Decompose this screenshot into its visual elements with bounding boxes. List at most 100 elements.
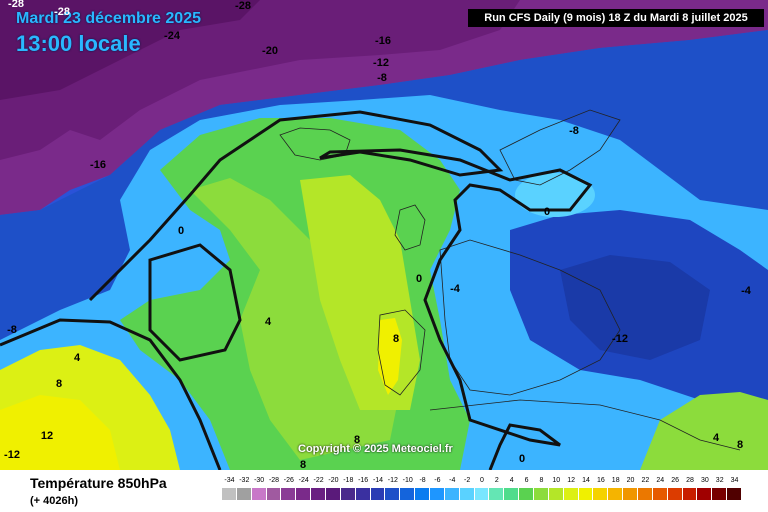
isotherm-label: -16 [375,35,391,47]
temperature-850hpa-map [0,0,768,470]
british-isles-coast [394,204,426,251]
legend-label: 12 [567,477,576,484]
legend-label: -14 [372,477,384,484]
isotherm-label: 8 [55,378,63,390]
isotherm-0-main [88,110,593,470]
zero-isotherm [0,110,593,470]
legend-label: 24 [656,477,665,484]
legend-label: -2 [464,477,471,484]
footer-bar: Température 850hPa (+ 4026h) -34 -32 -30 -2… [0,470,768,512]
legend-label: -4 [449,477,456,484]
isotherm-label: -8 [7,324,17,336]
legend-label: -30 [254,477,265,484]
legend-swatch [697,488,713,500]
legend-swatch [296,488,312,500]
legend-label: 18 [611,477,620,484]
legend-label: 26 [671,477,680,484]
legend-label: 8 [539,477,544,484]
legend-swatch [534,488,549,500]
legend-label: -34 [224,477,235,484]
isotherm-label: 8 [736,439,744,451]
legend-swatch [385,488,401,500]
isotherm-label: -16 [90,159,106,171]
arctic-coldest-region [0,0,260,100]
legend-label: -10 [402,477,413,484]
forecast-time: 13:00 locale [16,31,141,56]
legend-label: -16 [358,477,369,484]
legend-label: -8 [419,477,426,484]
legend-label: 14 [582,477,590,484]
isotherm-label: 0 [415,273,423,285]
isotherm-label: -12 [373,57,389,69]
isotherm-label: 4 [73,352,81,364]
legend-label: 16 [596,477,605,484]
legend-label: -12 [387,477,398,484]
isotherm-label: 12 [40,430,54,442]
warm-atlantic-tongue [190,178,400,460]
legend-label: -18 [343,477,354,484]
legend-swatch [652,488,668,500]
legend-swatch [548,488,564,500]
isotherm-label: 4 [264,316,272,328]
legend-swatch [578,488,594,500]
iberia-coast [377,309,426,396]
southeast-mild-region [640,392,768,470]
isotherm-label: -4 [450,283,460,295]
legend-label: -28 [268,477,280,484]
legend-label: 34 [730,477,739,484]
legend-swatch [623,488,638,500]
legend-label: 2 [494,477,499,484]
isotherm-label: 8 [299,459,307,471]
isotherm-label: -28 [54,6,70,18]
iceland-coast [279,127,351,161]
run-info-box: Run CFS Daily (9 mois) 18 Z du Mardi 8 j… [468,9,764,27]
temperature-legend: -34 -32 -30 -28 -26 -24 -22 -20 -18 -16 -14 -12 -10-… [222,477,742,507]
legend-label: 22 [641,477,650,484]
legend-label: 28 [686,477,694,484]
legend-label: 30 [700,477,709,484]
isotherm-label: -28 [235,0,251,12]
legend-label: -26 [283,477,294,484]
legend-swatch [638,488,653,500]
legend-swatch [474,488,490,500]
legend-swatch [608,488,624,500]
legend-label: 4 [509,477,514,484]
legend-swatch [311,488,326,500]
forecast-lead-time: (+ 4026h) [30,495,78,507]
legend-swatch [593,488,609,500]
legend-swatch [444,488,460,500]
legend-swatch [667,488,683,500]
subtropical-warm-core [0,395,120,470]
legend-swatch [682,488,698,500]
north-africa-coast [429,399,741,451]
legend-swatch [340,488,356,500]
legend-swatch [326,488,341,500]
legend-swatch [504,488,520,500]
legend-swatch [281,488,297,500]
legend-swatch [370,488,386,500]
isotherm-label: -28 [8,0,24,10]
forecast-date: Mardi 23 décembre 2025 [16,10,201,27]
legend-label: -24 [298,477,309,484]
legend-swatch [415,488,430,500]
isotherm-label: -20 [262,45,278,57]
isotherm-label: -12 [612,333,628,345]
isotherm-label: 8 [392,333,400,345]
isotherm-label: -4 [741,285,751,297]
isotherm-label: -12 [4,449,20,461]
legend-label: 20 [626,477,635,484]
legend-swatch [355,488,371,500]
isotherm-label: 0 [518,453,526,465]
legend-label: -6 [434,477,441,484]
legend-swatch [430,488,445,500]
variable-title: Température 850hPa [30,475,167,491]
isotherm-4-line [0,318,222,470]
legend-label: -32 [239,477,250,484]
isotherm-label: -24 [164,30,180,42]
legend-swatch [251,488,267,500]
eastern-cold-core [560,255,710,360]
legend-swatch [563,488,579,500]
isotherm-label: 0 [177,225,185,237]
legend-swatch [222,488,237,500]
